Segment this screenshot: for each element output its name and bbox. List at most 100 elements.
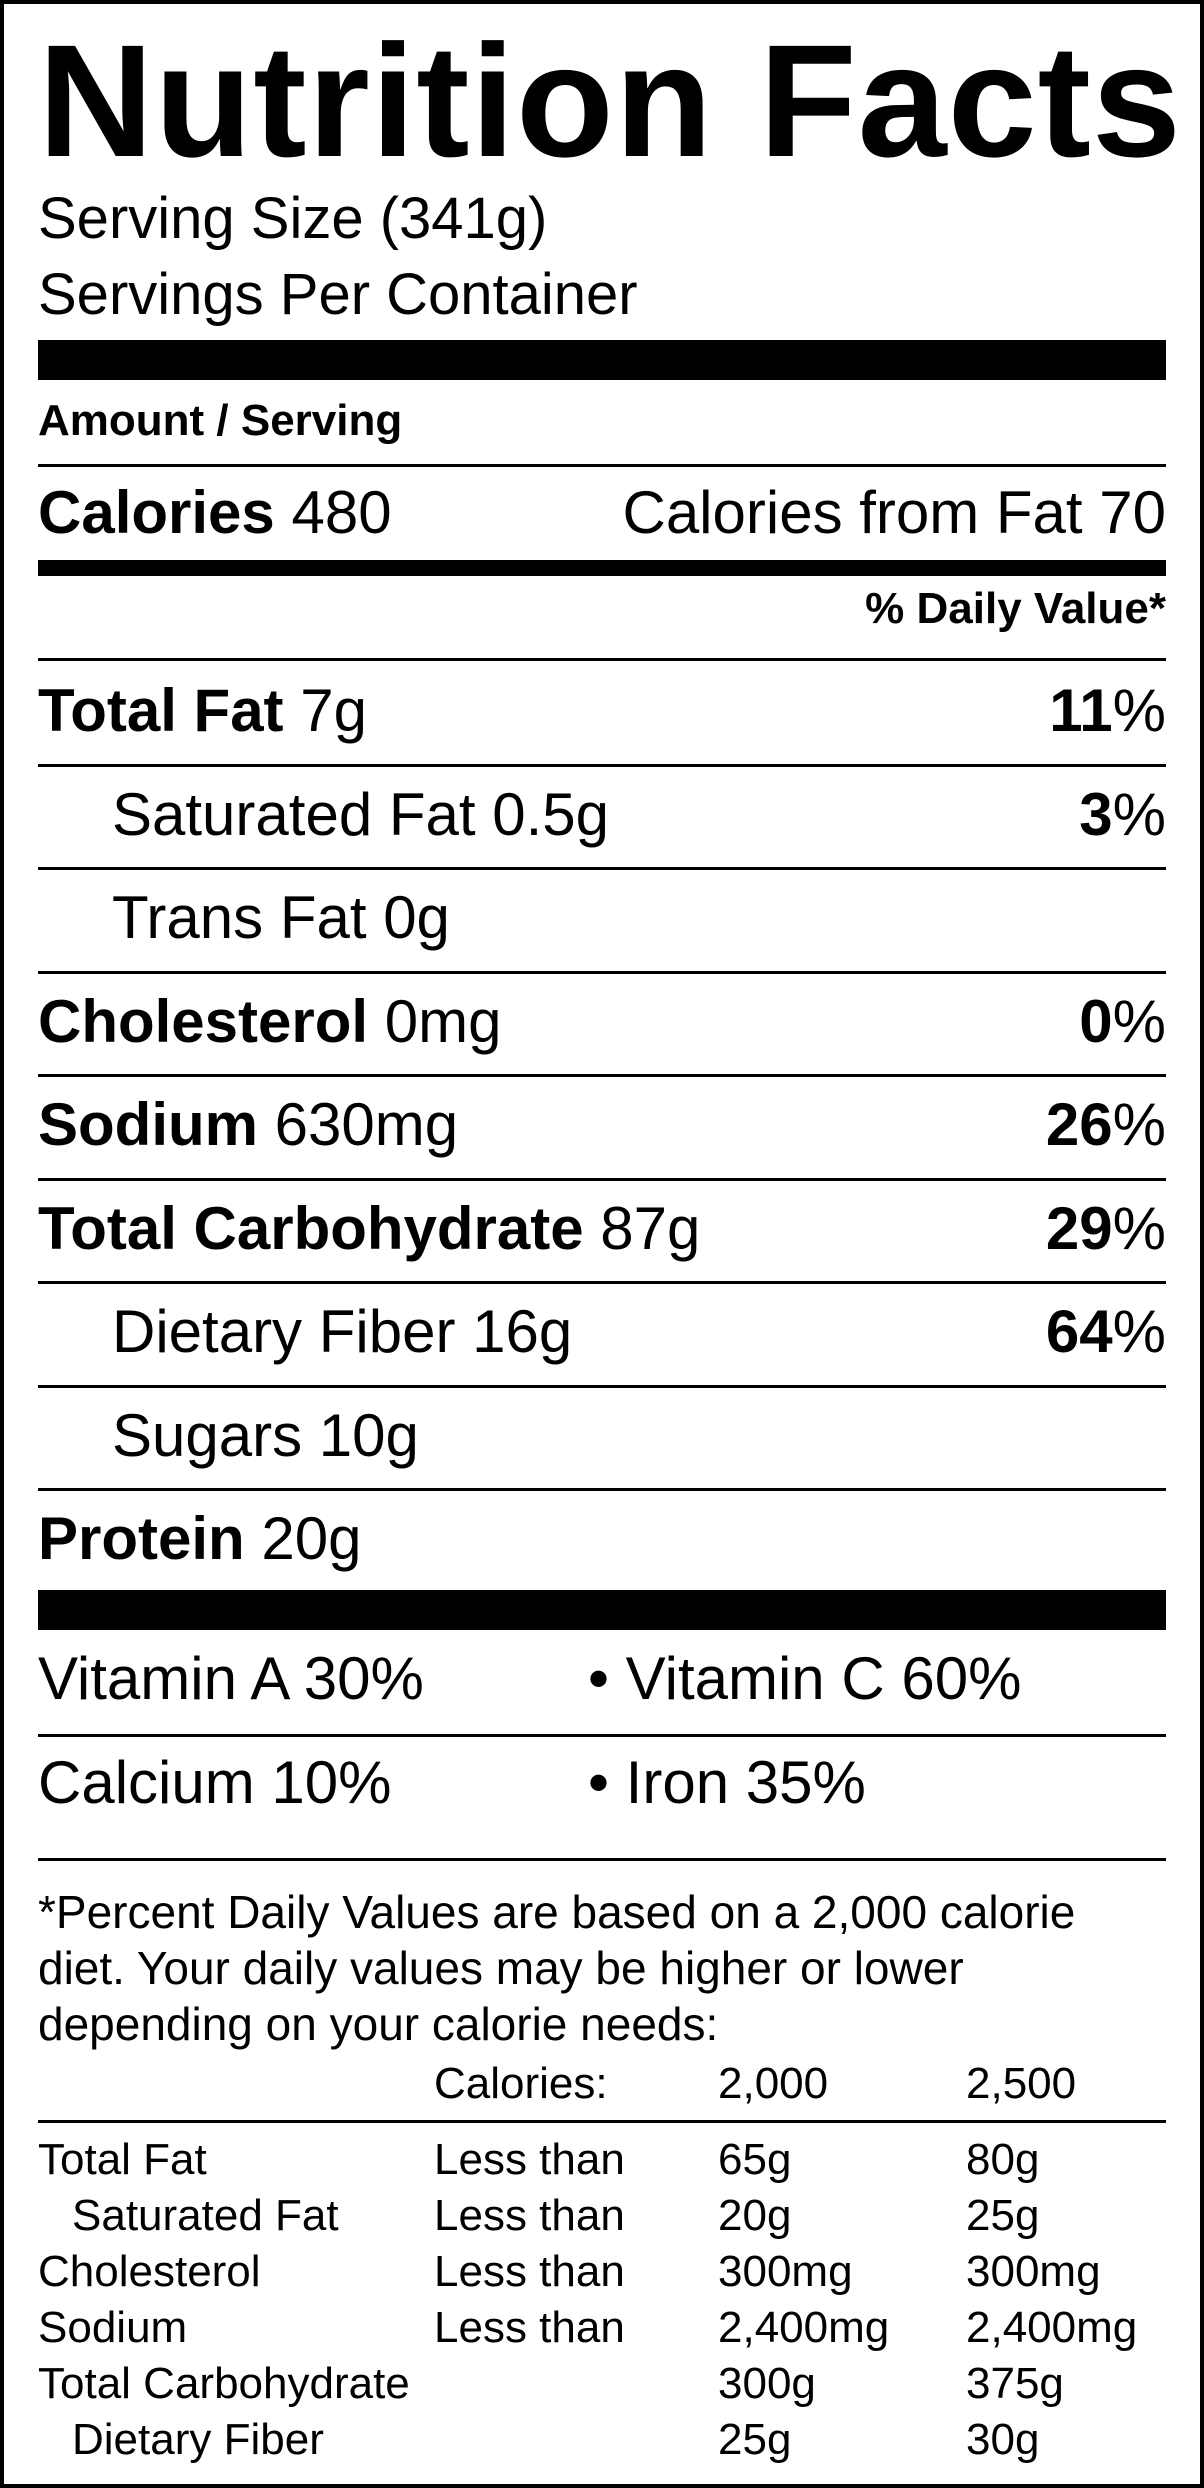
nutrient-label: Sugars 10g [112,1401,419,1470]
nutrient-row: Trans Fat 0g [38,869,1166,969]
nutrient-amount: 0mg [384,987,502,1055]
percent-sign: % [1112,1298,1166,1365]
vitamin-a: Vitamin A 30% [38,1645,424,1712]
nutrient-label: Trans Fat 0g [112,883,450,952]
daily-value-number: 29 [1045,1194,1113,1262]
vitamin-c: • Vitamin C 60% [588,1645,1022,1712]
nutrient-daily-value: 26% [1046,1090,1166,1159]
footnote-table-row: Dietary Fiber 25g 30g [38,2412,1166,2468]
nutrient-row: Dietary Fiber 16g 64% [38,1283,1166,1383]
ft-2500: 375g [966,2359,1064,2408]
ft-2000: 25g [718,2415,792,2464]
ft-2000: 300g [718,2359,816,2408]
footnote-table-header: Calories: 2,000 2,500 [38,2056,1166,2116]
iron: • Iron 35% [588,1749,866,1816]
divider [38,970,1166,974]
divider [38,464,1166,467]
nutrient-name: Trans Fat [112,884,367,951]
ft-nutrient: Total Carbohydrate [38,2359,410,2408]
divider [38,867,1166,870]
footnote-table-row: Cholesterol Less than 300mg 300mg [38,2244,1166,2300]
ft-2000: 20g [718,2191,792,2240]
ft-nutrient: Dietary Fiber [72,2415,324,2464]
ft-2500: 2,400mg [966,2303,1138,2352]
label-title: Nutrition Facts [38,11,1182,190]
nutrient-label: Sodium 630mg [38,1090,458,1159]
ft-nutrient: Total Fat [38,2135,207,2184]
calcium: Calcium 10% [38,1749,392,1816]
divider [38,1488,1166,1491]
nutrient-daily-value: 64% [1046,1297,1166,1366]
nutrient-name: Total Carbohydrate [38,1194,584,1262]
daily-value-number: 11 [1049,677,1113,744]
calories-label: Calories [38,479,275,546]
nutrient-label: Total Carbohydrate 87g [38,1194,700,1263]
nutrient-row: Saturated Fat 0.5g 3% [38,766,1166,866]
nutrient-name: Dietary Fiber [112,1298,456,1365]
percent-sign: % [1112,780,1166,848]
daily-value-header: % Daily Value* [865,584,1166,633]
ft-limit: Less than [434,2191,625,2240]
nutrient-name: Protein [38,1505,245,1572]
ft-2500: 30g [966,2415,1040,2464]
thick-divider [38,340,1166,380]
percent-sign: % [1112,987,1166,1055]
ft-2000: 65g [718,2135,792,2184]
ft-2000: 300mg [718,2247,853,2296]
nutrient-label: Total Fat 7g [38,676,367,745]
nutrient-name: Saturated Fat [112,780,476,848]
ft-2500: 80g [966,2135,1040,2184]
nutrient-name: Sodium [38,1091,258,1158]
divider [38,1074,1166,1077]
nutrient-amount: 630mg [274,1091,459,1158]
nutrient-amount: 7g [300,677,367,744]
nutrient-label: Saturated Fat 0.5g [112,780,609,849]
nutrient-amount: 0.5g [492,780,609,848]
percent-sign: % [1112,677,1166,744]
amount-per-serving: Amount / Serving [38,396,403,445]
calories-value: 480 [291,479,392,546]
divider [38,658,1166,661]
ft-limit: Less than [434,2135,625,2184]
divider [38,2120,1166,2123]
nutrient-name: Sugars [112,1401,303,1469]
nutrient-label: Dietary Fiber 16g [112,1297,572,1366]
ft-nutrient: Saturated Fat [72,2191,339,2240]
ft-2500: 25g [966,2191,1040,2240]
label-content: Nutrition Facts Serving Size (341g) Serv… [38,4,1181,2484]
ft-2500: 300mg [966,2247,1101,2296]
divider [38,1281,1166,1284]
daily-value-number: 0 [1079,987,1113,1055]
nutrient-label: Cholesterol 0mg [38,987,501,1056]
ft-nutrient: Cholesterol [38,2247,261,2296]
ft-2000: 2,400mg [718,2303,890,2352]
footnote-table-row: Saturated Fat Less than 20g 25g [38,2188,1166,2244]
footnote-table-row: Total Carbohydrate 300g 375g [38,2356,1166,2412]
divider [38,763,1166,767]
calories-2000: 2,000 [718,2059,829,2108]
serving-size: Serving Size (341g) [38,186,548,251]
nutrient-row: Protein 20g [38,1490,1166,1590]
calories-text: Calories 480 [38,478,392,547]
nutrient-daily-value: 3% [1079,780,1166,849]
nutrient-amount: 16g [472,1298,573,1365]
nutrient-row: Total Carbohydrate 87g 29% [38,1180,1166,1280]
calories-col-label: Calories: [434,2059,608,2108]
nutrient-amount: 0g [383,884,450,951]
nutrient-amount: 10g [318,1401,419,1469]
footnote-table-row: Sodium Less than 2,400mg 2,400mg [38,2300,1166,2356]
nutrient-amount: 87g [600,1194,701,1262]
calories-row: Calories 480 Calories from Fat 70 [38,464,1166,564]
nutrient-row: Cholesterol 0mg 0% [38,973,1166,1073]
medium-divider [38,560,1166,576]
divider [38,1384,1166,1388]
ft-nutrient: Sodium [38,2303,188,2352]
footnote-table-row: Total Fat Less than 65g 80g [38,2132,1166,2188]
divider [38,1734,1166,1737]
nutrient-daily-value: 29% [1046,1194,1166,1263]
nutrient-name: Cholesterol [38,987,369,1055]
nutrient-name: Total Fat [38,677,284,744]
nutrient-label: Protein 20g [38,1504,361,1573]
nutrient-daily-value: 0% [1079,987,1166,1056]
